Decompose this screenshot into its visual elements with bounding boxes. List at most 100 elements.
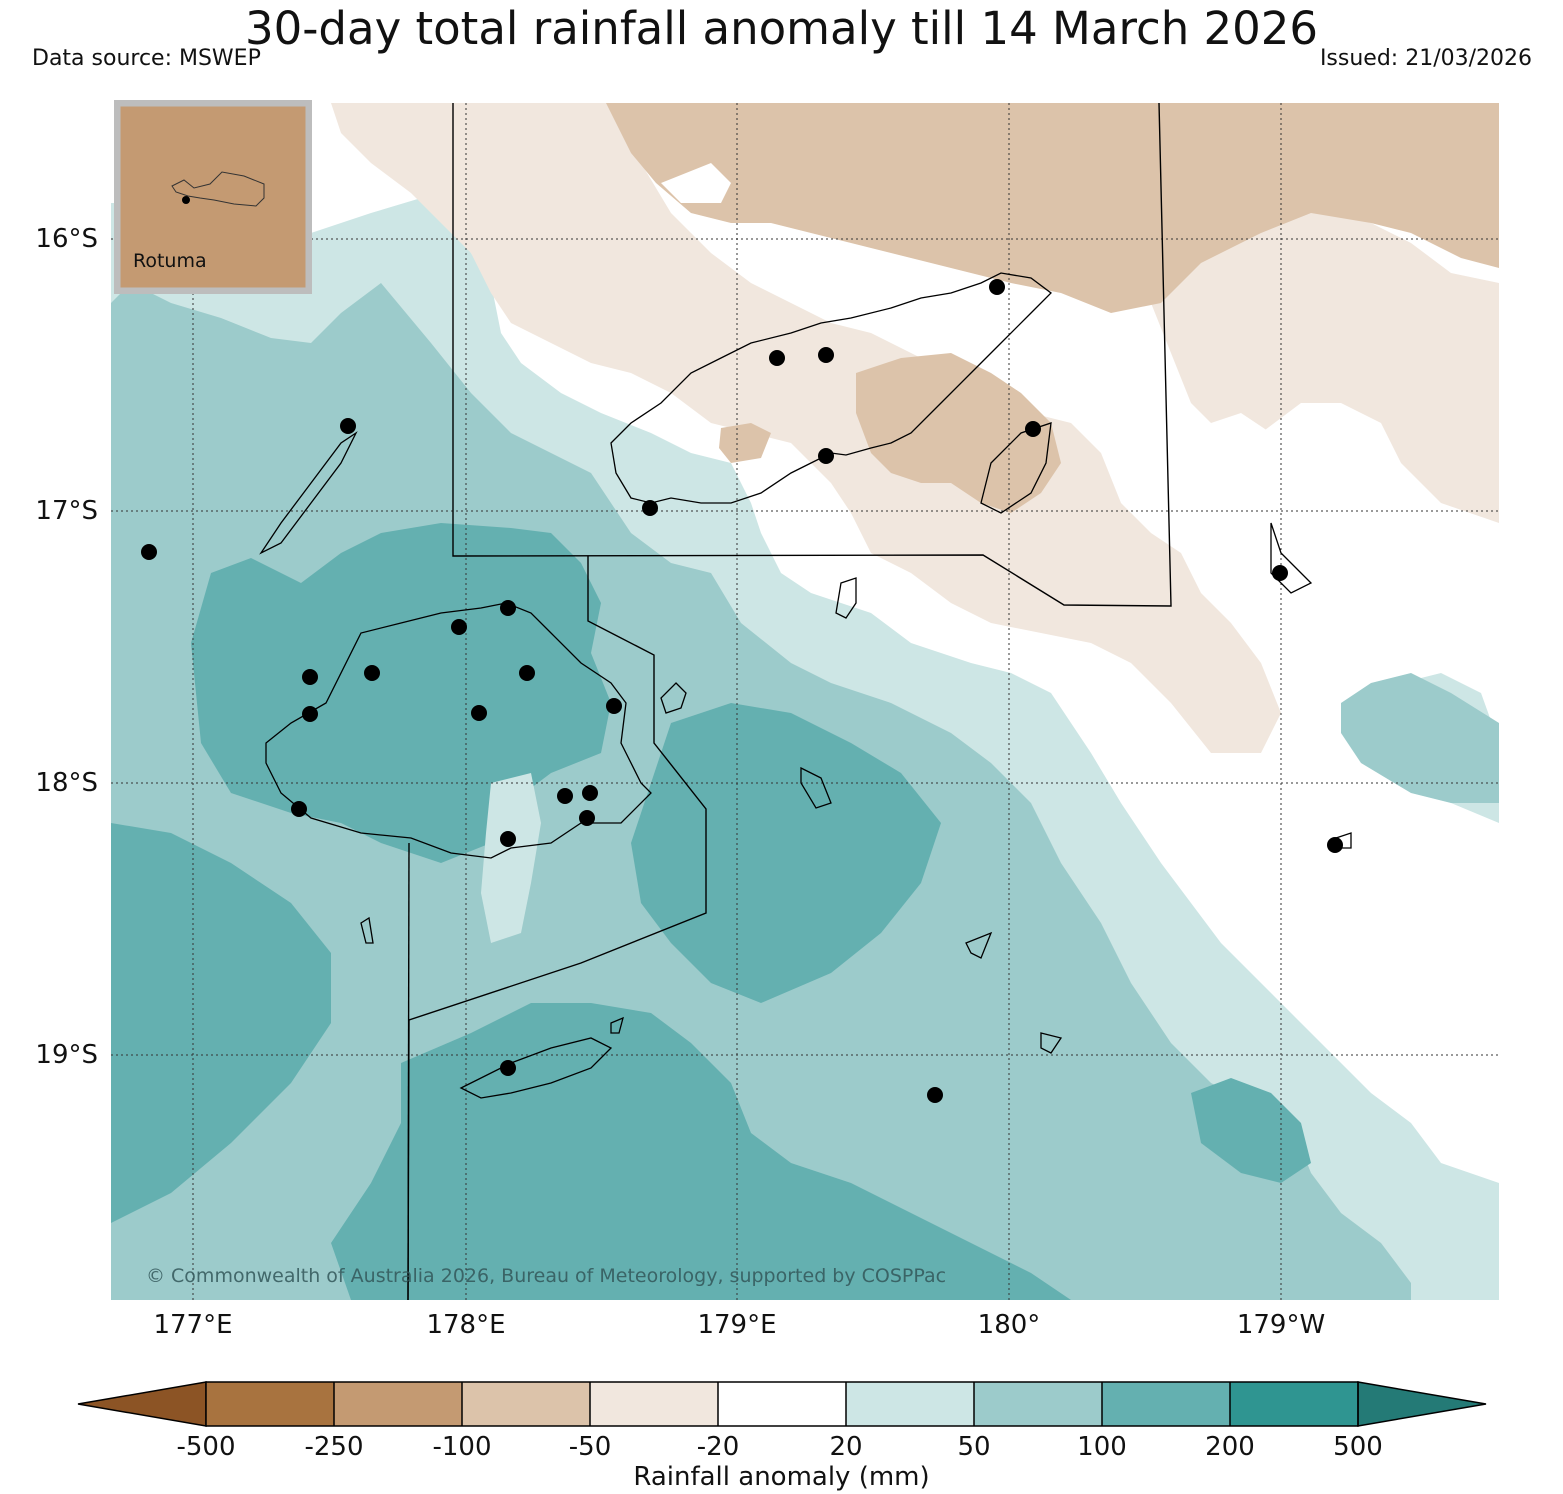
- anomaly-zone-minus50-minus100-small: [719, 423, 771, 463]
- anomaly-zone-100-200-central: [631, 703, 941, 1003]
- inset-label: Rotuma: [133, 250, 207, 272]
- station-marker: [557, 788, 573, 804]
- anomaly-zone-minus50-minus100-mid: [856, 353, 1061, 513]
- lat-label-17s: 17°S: [35, 496, 98, 526]
- lon-label-180: 180°: [977, 1310, 1041, 1340]
- map-canvas: [111, 103, 1499, 1300]
- station-marker: [1272, 565, 1288, 581]
- copyright-notice: © Commonwealth of Australia 2026, Bureau…: [146, 1265, 947, 1287]
- rotuma-station-marker: [182, 196, 190, 204]
- station-marker: [818, 347, 834, 363]
- anomaly-zone-minus50-minus100-north: [606, 103, 1499, 313]
- lon-label-177e: 177°E: [153, 1310, 233, 1340]
- station-marker: [519, 665, 535, 681]
- station-marker: [642, 500, 658, 516]
- yasawa-coast: [259, 431, 358, 555]
- station-marker: [291, 801, 307, 817]
- small-island-d: [965, 931, 993, 959]
- colorbar-tick-label: 500: [1333, 1432, 1383, 1462]
- small-island-e: [1040, 1032, 1063, 1054]
- viti-levu-coast: [265, 602, 652, 859]
- station-marker: [1025, 421, 1041, 437]
- station-marker: [818, 448, 834, 464]
- colorbar-label: Rainfall anomaly (mm): [633, 1462, 930, 1492]
- colorbar-dividers: [205, 1381, 1359, 1427]
- colorbar-canvas: [77, 1381, 1487, 1427]
- colorbar-segment: [462, 1382, 590, 1426]
- anomaly-zone-20-50-pocket: [481, 773, 541, 943]
- colorbar-segment: [1230, 1382, 1358, 1426]
- colorbar-segment: [590, 1382, 718, 1426]
- neutral-zone-pocket: [661, 163, 731, 203]
- small-island-b: [660, 682, 687, 714]
- small-island-h: [360, 916, 374, 944]
- map-title: 30-day total rainfall anomaly till 14 Ma…: [244, 2, 1319, 55]
- colorbar-tick-label: 100: [1077, 1432, 1127, 1462]
- colorbar-tick-label: -50: [568, 1432, 612, 1462]
- anomaly-zone-minus20-minus50: [331, 103, 1281, 753]
- station-marker: [302, 669, 318, 685]
- neutral-zone-pocket-east: [1211, 413, 1271, 448]
- station-markers: [141, 279, 1343, 1103]
- rotuma-inset-canvas: [113, 99, 313, 295]
- vanua-levu-coast: [610, 272, 1052, 504]
- station-marker: [471, 705, 487, 721]
- coastlines: [259, 272, 1352, 1099]
- colorbar-segment: [718, 1382, 846, 1426]
- colorbar-extend-low: [77, 1381, 207, 1427]
- station-marker: [927, 1087, 943, 1103]
- colorbar-segment: [846, 1382, 974, 1426]
- colorbar-tick-label: -250: [304, 1432, 364, 1462]
- colorbar-segment: [974, 1382, 1102, 1426]
- small-island-g: [610, 1016, 624, 1034]
- station-marker: [500, 1060, 516, 1076]
- station-marker: [364, 665, 380, 681]
- division-boundaries: [407, 103, 1172, 1300]
- station-marker: [500, 831, 516, 847]
- colorbar-segment: [206, 1382, 334, 1426]
- rotuma-coast: [171, 171, 265, 207]
- colorbar-tick-label: -100: [432, 1432, 492, 1462]
- colorbar-tick-label: 50: [957, 1432, 991, 1462]
- issued-date-label: Issued: 21/03/2026: [1319, 46, 1532, 71]
- station-marker: [579, 810, 595, 826]
- lat-label-16s: 16°S: [35, 224, 98, 254]
- station-marker: [141, 544, 157, 560]
- rainfall-anomaly-map[interactable]: [111, 103, 1499, 1300]
- colorbar: [76, 1378, 1488, 1436]
- small-island-a: [835, 577, 857, 619]
- colorbar-segment: [1102, 1382, 1230, 1426]
- station-marker: [582, 785, 598, 801]
- station-marker: [606, 698, 622, 714]
- station-marker: [1327, 837, 1343, 853]
- colorbar-tick-label: 200: [1205, 1432, 1255, 1462]
- lon-label-178e: 178°E: [426, 1310, 506, 1340]
- lat-label-18s: 18°S: [35, 768, 98, 798]
- colorbar-tick-label: 20: [829, 1432, 863, 1462]
- station-marker: [340, 418, 356, 434]
- anomaly-zone-minus20-minus50-east: [1131, 203, 1499, 523]
- station-marker: [500, 600, 516, 616]
- kadavu-coast: [459, 1037, 613, 1099]
- small-island-c: [800, 766, 832, 809]
- data-source-label: Data source: MSWEP: [32, 46, 261, 71]
- lat-label-19s: 19°S: [35, 1040, 98, 1070]
- lon-label-179e: 179°E: [697, 1310, 777, 1340]
- station-marker: [769, 350, 785, 366]
- station-marker: [451, 619, 467, 635]
- colorbar-tick-label: -500: [176, 1432, 236, 1462]
- lakeba-coast: [1270, 522, 1313, 594]
- colorbar-extend-high: [1357, 1381, 1487, 1427]
- anomaly-zone-100-200-south: [111, 823, 331, 1223]
- anomaly-zone-100-200-kadavu: [331, 1003, 1071, 1300]
- taveuni-coast: [980, 422, 1052, 514]
- anomaly-zone-50-100-east: [1341, 673, 1499, 803]
- colorbar-segment: [334, 1382, 462, 1426]
- rotuma-inset[interactable]: [113, 99, 313, 295]
- colorbar-tick-label: -20: [696, 1432, 740, 1462]
- graticule: [111, 103, 1499, 1300]
- station-marker: [989, 279, 1005, 295]
- station-marker: [302, 706, 318, 722]
- inset-frame: [113, 99, 313, 295]
- lon-label-179w: 179°W: [1236, 1310, 1326, 1340]
